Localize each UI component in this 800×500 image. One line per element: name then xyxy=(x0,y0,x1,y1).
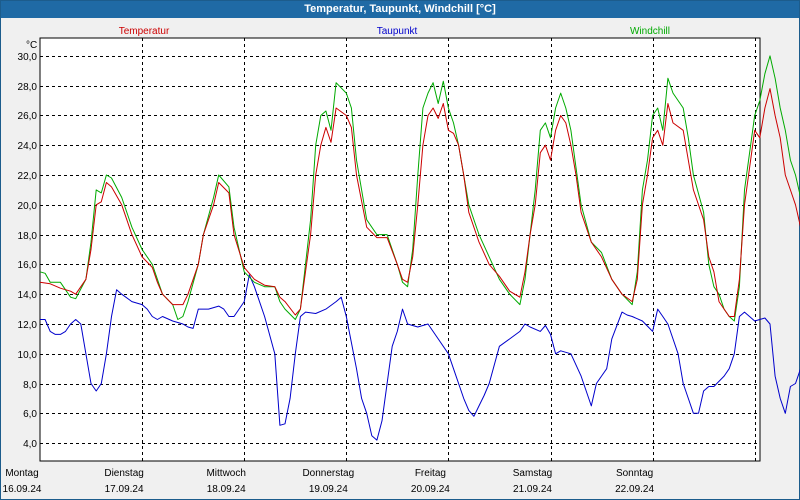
y-tick-label: 10,0 xyxy=(18,350,38,361)
labels: Temperatur Taupunkt Windchill xyxy=(119,26,670,37)
y-tick-label: 20,0 xyxy=(18,201,38,212)
y-tick-label: 8,0 xyxy=(23,380,37,391)
y-axis-unit: °C xyxy=(26,40,37,51)
legend-temperatur: Temperatur xyxy=(119,26,170,37)
series-line-temperatur xyxy=(39,88,800,317)
x-day-label: Donnerstag xyxy=(302,468,354,479)
series-line-taupunkt xyxy=(40,274,800,441)
y-tick-label: 24,0 xyxy=(18,141,38,152)
y-tick-label: 4,0 xyxy=(23,439,37,450)
x-date-label: 22.09.24 xyxy=(615,484,654,495)
y-tick-label: 6,0 xyxy=(23,409,37,420)
x-date-label: 17.09.24 xyxy=(105,484,144,495)
y-tick-label: 22,0 xyxy=(18,171,38,182)
x-day-label: Freitag xyxy=(415,468,446,479)
x-date-label: 16.09.24 xyxy=(3,484,42,495)
grid xyxy=(39,37,761,462)
legend-taupunkt: Taupunkt xyxy=(377,26,418,37)
y-tick-label: 14,0 xyxy=(18,290,38,301)
y-tick-label: 28,0 xyxy=(18,82,38,93)
y-tick-label: 12,0 xyxy=(18,320,38,331)
y-tick-label: 16,0 xyxy=(18,260,38,271)
x-day-label: Samstag xyxy=(513,468,552,479)
plot-area xyxy=(39,37,761,462)
chart-title: Temperatur, Taupunkt, Windchill [°C] xyxy=(1,1,799,18)
y-tick-label: 18,0 xyxy=(18,231,38,242)
series-group xyxy=(39,55,800,441)
x-date-label: 20.09.24 xyxy=(411,484,450,495)
x-day-label: Mittwoch xyxy=(206,468,245,479)
axes: 30,0 28,0 26,0 24,0 22,0 20,0 18,0 16,0 14,0 12,0… xyxy=(3,40,655,495)
x-date-label: 21.09.24 xyxy=(513,484,552,495)
y-tick-label: 26,0 xyxy=(18,111,38,122)
x-date-label: 18.09.24 xyxy=(207,484,246,495)
y-tick-label: 30,0 xyxy=(18,52,38,63)
x-date-label: 19.09.24 xyxy=(309,484,348,495)
x-day-label: Dienstag xyxy=(104,468,143,479)
x-day-label: Montag xyxy=(5,468,38,479)
legend-windchill: Windchill xyxy=(630,26,670,37)
x-day-label: Sonntag xyxy=(616,468,653,479)
